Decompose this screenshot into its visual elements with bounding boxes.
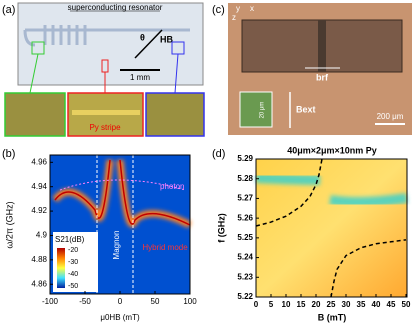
x-tick-label: 100 (183, 297, 197, 306)
rf-label: brf (316, 72, 329, 82)
stripline (318, 20, 326, 72)
panel-label: (d) (212, 148, 225, 160)
y-tick-label: 5.27 (237, 194, 253, 203)
y-tick-label: 4.96 (31, 157, 47, 166)
field-arrow (134, 29, 163, 59)
x-tick-label: 30 (342, 300, 351, 309)
y-tick-label: 5.24 (237, 253, 253, 262)
x-tick-label: 15 (297, 300, 306, 309)
y-tick-label: 5.28 (237, 174, 253, 183)
zoom-image (4, 92, 66, 137)
series-line (255, 158, 323, 227)
y-axis-label: f (GHz) (216, 213, 226, 243)
annotation: Hybrid mode (142, 243, 188, 252)
scale-label: 1 mm (130, 73, 150, 82)
x-axis-label: μ0HB (mT) (100, 313, 140, 322)
ext-label: Bext (296, 104, 316, 114)
zoom-line (29, 53, 39, 94)
mode-glow (255, 173, 408, 208)
y-tick-label: 5.25 (237, 233, 253, 242)
y-tick-label: 4.9 (36, 231, 48, 240)
x-axis-label: B (mT) (318, 312, 347, 322)
panel-label: (c) (212, 4, 225, 16)
stripe-label: Py stripe (89, 123, 121, 132)
scale-label: 200 μm (377, 112, 404, 121)
x-tick-label: 0 (118, 297, 123, 306)
x-tick-label: 50 (151, 297, 160, 306)
panel-label: (a) (2, 4, 15, 16)
x-tick-label: 35 (357, 300, 366, 309)
x-tick-label: 25 (327, 300, 336, 309)
y-tick-label: 4.88 (31, 255, 47, 264)
colorbar-tick-label: -50 (68, 283, 78, 290)
angle-label: θ (140, 32, 145, 42)
zoom-image (145, 92, 205, 137)
chart-title: 40μm×2μm×10nm Py (287, 145, 377, 155)
colorbar-tick-label: -20 (68, 247, 78, 254)
y-tick-label: 4.94 (31, 182, 47, 191)
colorbar-label: S21(dB) (55, 235, 85, 244)
panel-label: (b) (2, 148, 15, 160)
x-tick-label: 45 (387, 300, 396, 309)
axis-y: y (236, 4, 240, 13)
y-tick-label: 4.92 (31, 206, 47, 215)
resonator (23, 25, 190, 47)
y-tick-label: 5.26 (237, 213, 253, 222)
heatmap-mode (54, 159, 191, 226)
y-tick-label: 4.86 (31, 279, 47, 288)
y-axis-label: ω/2π (GHz) (4, 201, 14, 248)
x-tick-label: -50 (79, 297, 91, 306)
resonator-label: superconducting resonator (68, 3, 163, 12)
annotation: photon (160, 182, 184, 191)
py-stripe (72, 110, 140, 115)
annotation: Magnon (112, 231, 121, 260)
field-label: HB (160, 34, 173, 44)
x-tick-label: 20 (312, 300, 321, 309)
y-tick-label: 5.23 (237, 272, 253, 281)
colorbar-tick-label: -40 (68, 271, 78, 278)
x-tick-label: 5 (269, 300, 274, 309)
colorbar (57, 248, 65, 288)
inset (239, 91, 273, 128)
x-tick-label: -100 (42, 297, 59, 306)
y-tick-label: 5.29 (237, 154, 253, 163)
colorbar-tick-label: -30 (68, 259, 78, 266)
inset-scale: 20 μm (260, 102, 266, 119)
axis-x: x (250, 4, 254, 13)
zoom-line (174, 53, 179, 94)
x-tick-label: 10 (282, 300, 291, 309)
x-tick-label: 40 (372, 300, 381, 309)
y-tick-label: 5.22 (237, 292, 253, 301)
x-tick-label: 50 (402, 300, 411, 309)
axis-z: z (232, 13, 236, 22)
x-tick-label: 0 (254, 300, 259, 309)
photon-line (59, 179, 186, 191)
